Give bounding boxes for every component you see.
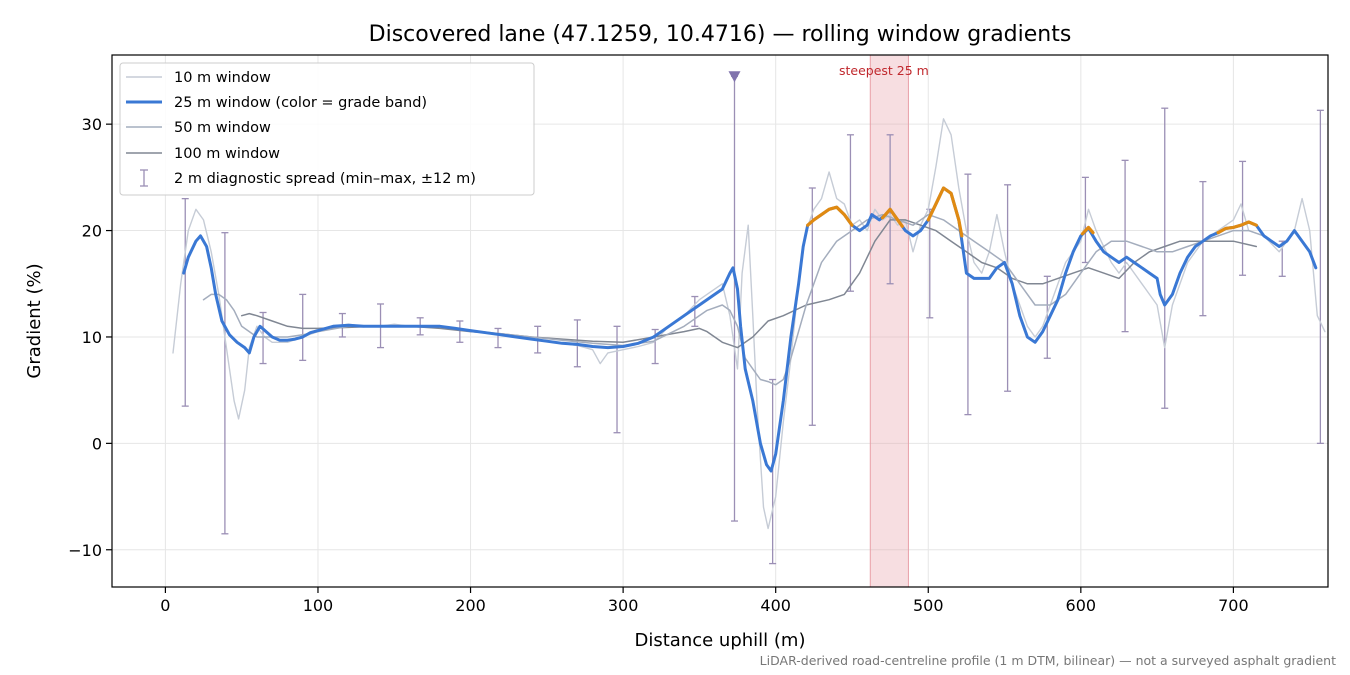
- legend-box: [119, 62, 535, 196]
- errorbar-29: [1316, 109, 1324, 445]
- y-tick-label-1: 0: [92, 434, 102, 453]
- peak-marker: [728, 71, 741, 83]
- steepest-label: steepest 25 m: [839, 63, 929, 78]
- legend-label-100m: 100 m window: [174, 146, 280, 162]
- series-line-50m: [202, 213, 1265, 386]
- x-tick-label-7: 700: [1218, 596, 1249, 615]
- errorbar-25: [1161, 107, 1169, 409]
- errorbar-7: [456, 320, 464, 343]
- grade-band-segment-2: [926, 186, 964, 238]
- errorbar-3: [299, 293, 307, 362]
- grade-band-segment-4: [1216, 220, 1258, 235]
- x-axis-ticks: 0 100 200 300 400 500 600 700: [160, 587, 1249, 615]
- errorbar-19: [926, 208, 934, 319]
- steepest-band: [869, 54, 909, 588]
- chart-title: Discovered lane (47.1259, 10.4716) — rol…: [369, 22, 1072, 47]
- errorbar-16: [808, 187, 816, 426]
- errorbar-13: [691, 295, 699, 327]
- grade-band-segment-1: [880, 207, 904, 228]
- legend: 10 m window 25 m window (color = grade b…: [119, 62, 535, 196]
- error-bars: [181, 75, 1324, 565]
- legend-label-50m: 50 m window: [174, 120, 271, 136]
- x-tick-label-4: 400: [760, 596, 791, 615]
- grade-band-segment-3: [1080, 225, 1095, 236]
- legend-label-25m: 25 m window (color = grade band): [174, 95, 427, 111]
- errorbar-8: [494, 327, 502, 349]
- errorbar-0: [181, 197, 189, 407]
- legend-swatch-errorbar: [140, 169, 148, 187]
- x-tick-label-6: 600: [1066, 596, 1097, 615]
- legend-label-10m: 10 m window: [174, 70, 271, 86]
- errorbar-11: [613, 325, 621, 434]
- x-tick-label-1: 100: [303, 596, 334, 615]
- x-tick-label-5: 500: [913, 596, 944, 615]
- y-tick-label-2: 10: [82, 328, 102, 347]
- x-tick-label-0: 0: [160, 596, 170, 615]
- errorbar-26: [1199, 180, 1207, 317]
- y-axis-label: Gradient (%): [24, 263, 45, 378]
- series-lines: [172, 118, 1326, 530]
- errorbar-22: [1043, 275, 1051, 359]
- plot-frame: [111, 54, 1329, 588]
- errorbar-27: [1239, 160, 1247, 276]
- errorbar-1: [221, 232, 229, 535]
- errorbar-2: [259, 311, 267, 365]
- errorbar-15: [769, 378, 777, 565]
- legend-label-errorbar: 2 m diagnostic spread (min–max, ±12 m): [174, 171, 476, 187]
- errorbar-24: [1121, 159, 1129, 333]
- errorbar-20: [964, 173, 972, 416]
- y-tick-label-0: −10: [68, 541, 102, 560]
- y-axis-ticks: −10 0 10 20 30: [68, 115, 112, 560]
- x-tick-label-2: 200: [455, 596, 486, 615]
- y-tick-label-3: 20: [82, 222, 102, 241]
- x-axis-label: Distance uphill (m): [635, 630, 806, 651]
- y-tick-label-4: 30: [82, 115, 102, 134]
- peak-marker-triangle: [728, 71, 741, 83]
- footnote: LiDAR-derived road-centreline profile (1…: [760, 653, 1336, 668]
- x-tick-label-3: 300: [608, 596, 639, 615]
- errorbar-21: [1004, 184, 1012, 392]
- grade-band-segment-0: [806, 205, 854, 227]
- grid-lines: [112, 55, 1328, 587]
- errorbar-17: [846, 134, 854, 292]
- steepest-band-rect: [869, 54, 909, 588]
